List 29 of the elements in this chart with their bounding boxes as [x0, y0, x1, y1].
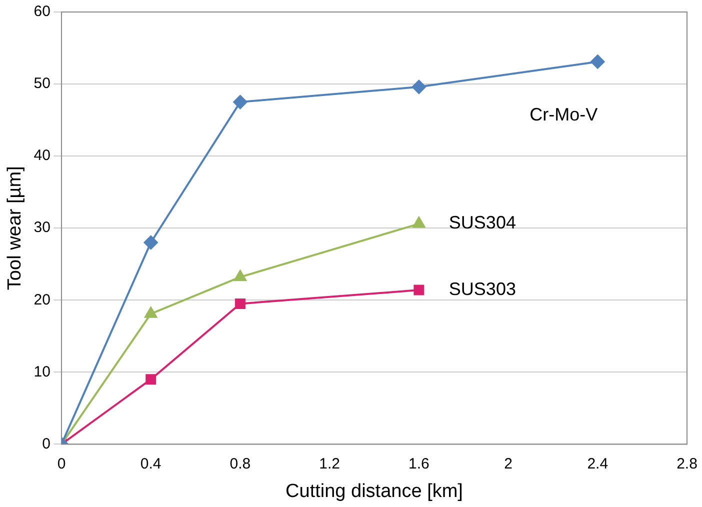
y-tick-label: 40: [34, 147, 50, 164]
x-tick-label: 1.6: [408, 455, 430, 472]
y-axis-title: Tool wear [µm]: [4, 166, 26, 290]
y-tick-label: 50: [34, 75, 50, 92]
point: [144, 306, 158, 318]
y-tick-label: 0: [42, 435, 50, 452]
series-label: SUS303: [448, 279, 516, 300]
point: [234, 298, 246, 309]
x-tick-label: 0.4: [140, 455, 162, 472]
point: [234, 270, 246, 282]
x-tick-label: 2.4: [587, 455, 608, 472]
x-tick-label: 0: [57, 455, 66, 472]
x-tick-label: 2.8: [676, 455, 698, 472]
y-tick-label: 20: [34, 291, 50, 308]
point: [412, 80, 426, 94]
point: [144, 236, 158, 250]
series-label: SUS304: [448, 212, 516, 233]
point: [233, 95, 248, 110]
y-tick-label: 60: [34, 3, 50, 20]
y-tick-label: 10: [34, 363, 50, 380]
x-axis-title: Cutting distance [km]: [286, 480, 463, 502]
x-tick-label: 1.2: [319, 455, 340, 472]
point: [414, 284, 424, 296]
series-label: Cr-Mo-V: [530, 104, 598, 125]
x-tick-label: 0.8: [230, 455, 251, 472]
point: [412, 216, 426, 228]
x-tick-label: 2: [504, 455, 512, 472]
y-tick-label: 30: [34, 219, 50, 236]
point: [590, 54, 605, 69]
